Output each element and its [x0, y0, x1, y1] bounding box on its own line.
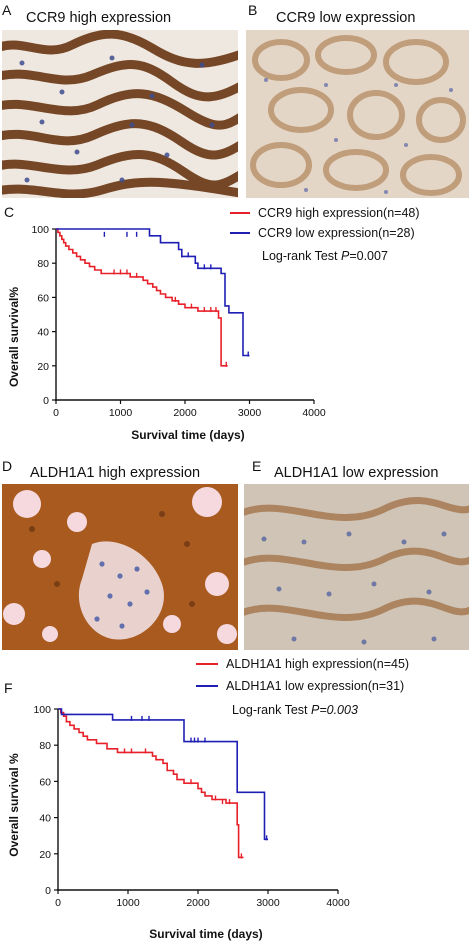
y-tick-label: 0 — [43, 395, 49, 407]
y-tick-label: 80 — [39, 740, 51, 752]
x-tick-label: 2000 — [173, 407, 197, 419]
panel-b-title: CCR9 low expression — [276, 10, 416, 26]
panel-e-title: ALDH1A1 low expression — [274, 465, 439, 481]
logrank-annotation: Log-rank Test P=0.007 — [262, 249, 388, 263]
micrograph-ccr9-low — [246, 30, 469, 198]
x-tick-label: 0 — [55, 897, 61, 909]
x-tick-label: 1000 — [109, 407, 133, 419]
y-tick-label: 20 — [37, 361, 49, 373]
y-tick-label: 80 — [37, 258, 49, 270]
y-tick-label: 40 — [39, 813, 51, 825]
panel-label-a: A — [2, 2, 12, 18]
panel-label-e: E — [252, 458, 262, 474]
y-tick-label: 100 — [31, 224, 49, 236]
y-tick-label: 20 — [39, 849, 51, 861]
x-axis-title: Survival time (days) — [149, 927, 262, 941]
y-tick-label: 60 — [39, 776, 51, 788]
y-axis-title: Overall survival% — [7, 287, 21, 387]
survival-curve-low — [58, 708, 268, 841]
logrank-annotation: Log-rank Test P=0.003 — [232, 703, 358, 717]
panel-label-d: D — [2, 458, 13, 474]
legend-label-high: ALDH1A1 high expression(n=45) — [226, 657, 409, 671]
x-axis-title: Survival time (days) — [131, 428, 244, 442]
x-tick-label: 3000 — [238, 407, 262, 419]
x-tick-label: 1000 — [116, 897, 140, 909]
legend-label-low: CCR9 low expression(n=28) — [258, 226, 415, 240]
micrograph-aldh1a1-low — [244, 484, 469, 650]
panel-label-b: B — [248, 2, 258, 18]
y-tick-label: 40 — [37, 327, 49, 339]
micrograph-aldh1a1-high-image — [2, 484, 238, 650]
panel-d-title: ALDH1A1 high expression — [30, 465, 201, 481]
y-axis-title: Overall survival % — [7, 753, 21, 857]
survival-curve-high — [56, 228, 228, 367]
panel-label-c: C — [4, 204, 15, 220]
panel-a-title: CCR9 high expression — [26, 10, 172, 26]
legend: ALDH1A1 high expression(n=45) ALDH1A1 lo… — [196, 657, 409, 717]
micrograph-ccr9-low-image — [246, 30, 469, 198]
survival-curve-high — [58, 708, 244, 859]
y-tick-label: 60 — [37, 292, 49, 304]
x-tick-label: 3000 — [256, 897, 280, 909]
y-tick-label: 100 — [33, 704, 51, 716]
legend: CCR9 high expression(n=48) CCR9 low expr… — [230, 206, 420, 263]
km-chart-aldh1a1: ALDH1A1 high expression(n=45) ALDH1A1 lo… — [7, 657, 409, 941]
x-tick-label: 4000 — [326, 897, 350, 909]
micrograph-aldh1a1-high — [2, 484, 238, 650]
x-tick-label: 2000 — [186, 897, 210, 909]
micrograph-aldh1a1-low-image — [244, 484, 469, 650]
km-chart-ccr9: CCR9 high expression(n=48) CCR9 low expr… — [7, 206, 420, 442]
panel-label-f: F — [4, 680, 13, 696]
survival-curve-low — [56, 228, 250, 357]
legend-label-low: ALDH1A1 low expression(n=31) — [226, 679, 404, 693]
x-tick-label: 4000 — [302, 407, 326, 419]
micrograph-ccr9-high — [2, 30, 238, 198]
x-tick-label: 0 — [53, 407, 59, 419]
y-tick-label: 0 — [45, 885, 51, 897]
micrograph-ccr9-high-image — [2, 30, 238, 198]
legend-label-high: CCR9 high expression(n=48) — [258, 206, 420, 220]
